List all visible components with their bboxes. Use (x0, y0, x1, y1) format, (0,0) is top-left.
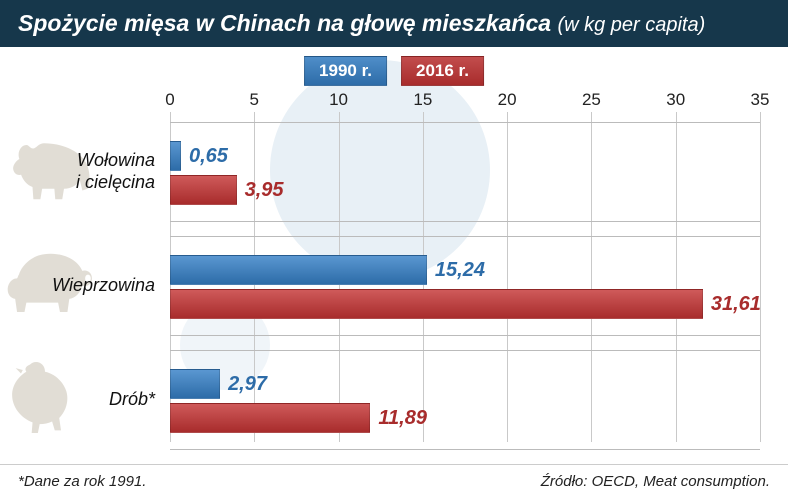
bar-value: 3,95 (245, 179, 284, 202)
axis-tick: 5 (250, 90, 259, 110)
legend-item-2016: 2016 r. (401, 56, 484, 86)
bar-2016: 3,95 (170, 175, 284, 205)
chart-subtitle: (w kg per capita) (557, 14, 705, 36)
bar-value: 2,97 (228, 373, 267, 396)
category-label: Wieprzowina (52, 275, 155, 297)
legend-item-1990: 1990 r. (304, 56, 387, 86)
axis-tick: 15 (413, 90, 432, 110)
axis-tick: 25 (582, 90, 601, 110)
source: Źródło: OECD, Meat consumption. (541, 473, 770, 490)
bar-value: 0,65 (189, 145, 228, 168)
plot-area: 05101520253035Wołowina i cielęcina0,653,… (170, 92, 760, 462)
bar-value: 15,24 (435, 259, 485, 282)
category-group: Wieprzowina15,2431,61 (170, 236, 760, 336)
gridline (760, 112, 761, 442)
chart-title: Spożycie mięsa w Chinach na głowę mieszk… (18, 10, 551, 36)
legend: 1990 r. 2016 r. (304, 56, 484, 86)
bar-2016: 11,89 (170, 403, 427, 433)
axis-tick: 20 (498, 90, 517, 110)
bar-value: 11,89 (378, 407, 427, 430)
axis-tick: 35 (751, 90, 770, 110)
chart-header: Spożycie mięsa w Chinach na głowę mieszk… (0, 0, 788, 47)
axis-tick: 10 (329, 90, 348, 110)
category-group: Drób*2,9711,89 (170, 350, 760, 450)
bar-2016: 31,61 (170, 289, 761, 319)
bar-1990: 0,65 (170, 141, 228, 171)
axis-tick: 30 (666, 90, 685, 110)
footnote: *Dane za rok 1991. (18, 473, 146, 490)
chart-footer: *Dane za rok 1991. Źródło: OECD, Meat co… (0, 464, 788, 500)
category-label: Wołowina i cielęcina (76, 150, 155, 193)
bar-1990: 2,97 (170, 369, 267, 399)
category-label: Drób* (109, 389, 155, 411)
category-group: Wołowina i cielęcina0,653,95 (170, 122, 760, 222)
chart-area: 1990 r. 2016 r. 0 5 10 15 20 25 30 35 Wołowina i… (0, 48, 788, 468)
axis-tick: 0 (165, 90, 174, 110)
bar-value: 31,61 (711, 293, 761, 316)
bar-1990: 15,24 (170, 255, 485, 285)
